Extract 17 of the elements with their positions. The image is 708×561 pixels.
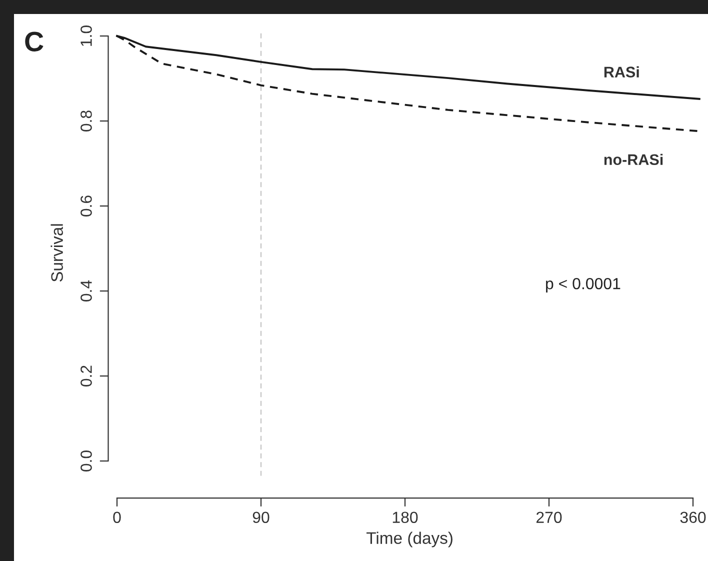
y-tick-label: 0.8 xyxy=(80,110,92,132)
x-tick-label: 270 xyxy=(536,512,562,524)
x-tick-label: 0 xyxy=(113,512,121,524)
y-tick-label: 1.0 xyxy=(80,26,92,46)
y-tick-label: 0.0 xyxy=(80,450,92,472)
x-tick-label: 360 xyxy=(680,512,706,524)
annotation: p < 0.0001 xyxy=(546,278,620,292)
x-axis-title: Time (days) xyxy=(366,532,452,548)
y-tick-label: 0.2 xyxy=(80,366,92,386)
y-tick-label: 0.6 xyxy=(80,196,92,216)
y-axis-title: Survival xyxy=(50,224,63,282)
series-label: no-RASi xyxy=(604,154,663,166)
text: C xyxy=(25,32,44,52)
x-tick-label: 180 xyxy=(392,512,418,524)
y-tick-label: 0.4 xyxy=(80,280,92,302)
series-label: RASi xyxy=(604,66,639,78)
x-tick-label: 90 xyxy=(252,512,270,524)
